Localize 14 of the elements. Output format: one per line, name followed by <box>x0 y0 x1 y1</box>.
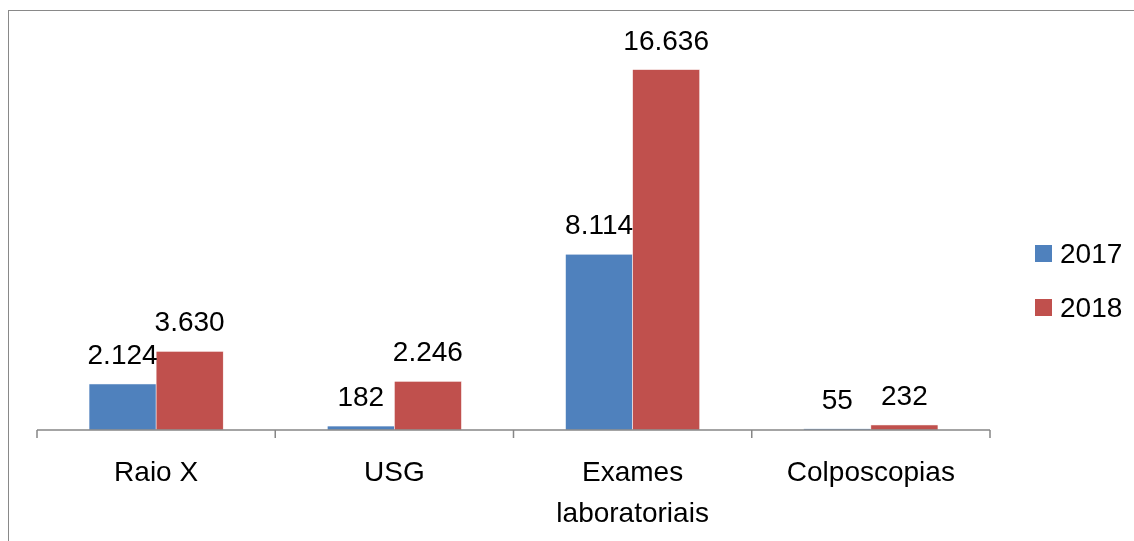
data-label: 3.630 <box>154 306 225 338</box>
data-label: 55 <box>821 383 853 415</box>
legend-label: 2017 <box>1060 238 1123 269</box>
data-label: 16.636 <box>623 24 709 56</box>
data-label: 182 <box>337 381 385 413</box>
x-tick-label: Raio X <box>114 456 199 487</box>
data-label: 2.246 <box>392 336 463 368</box>
x-tick-label: Exames laboratoriais <box>556 456 709 528</box>
data-label: 8.114 <box>565 209 634 241</box>
x-tick-label: Colposcopias <box>786 456 955 487</box>
x-tick-label: USG <box>364 456 425 487</box>
data-label: 2.124 <box>87 338 158 370</box>
data-label: 232 <box>881 379 928 411</box>
legend-label: 2018 <box>1060 292 1123 323</box>
